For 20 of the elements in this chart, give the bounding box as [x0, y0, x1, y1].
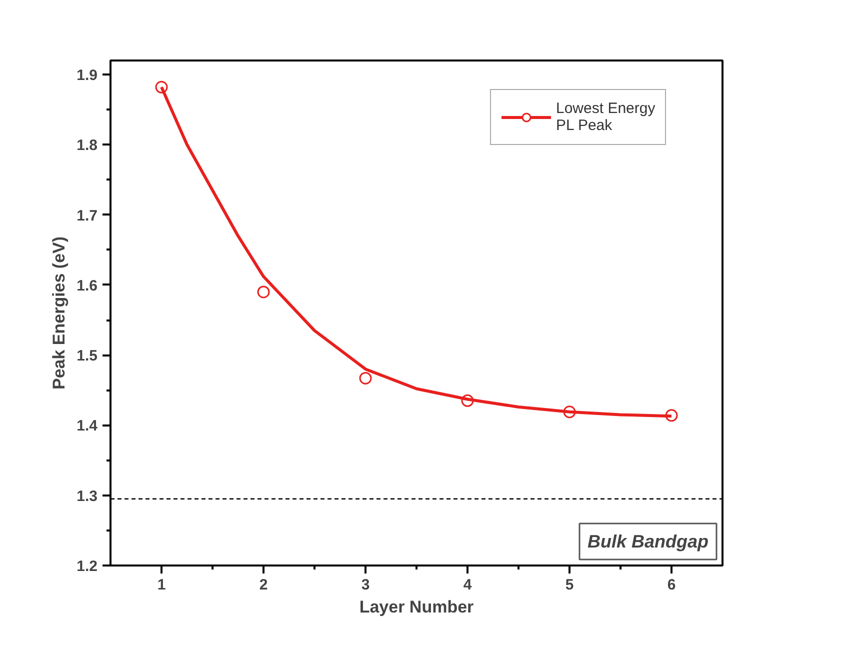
x-tick-label: 4 — [463, 576, 472, 594]
legend-label: Lowest Energy PL Peak — [556, 100, 656, 134]
y-tick-label: 1.2 — [76, 558, 98, 575]
x-tick-label: 1 — [157, 576, 166, 594]
y-axis-title: Peak Energies (eV) — [50, 236, 69, 390]
y-tick-label: 1.3 — [76, 488, 98, 505]
y-tick-label: 1.6 — [76, 277, 98, 294]
y-tick-label: 1.8 — [76, 137, 98, 154]
x-tick-label: 6 — [667, 576, 676, 594]
ref-line-label: Bulk Bandgap — [587, 532, 709, 552]
x-tick-label: 2 — [259, 576, 268, 594]
x-tick-label: 5 — [565, 576, 574, 594]
y-tick-label: 1.5 — [76, 348, 98, 365]
y-tick-label: 1.9 — [76, 67, 98, 84]
x-axis-title: Layer Number — [359, 598, 474, 616]
point — [359, 372, 372, 384]
x-tick-label: 3 — [361, 576, 370, 594]
y-tick-label: 1.4 — [76, 418, 98, 435]
y-tick-label: 1.7 — [76, 207, 98, 224]
point — [257, 286, 270, 298]
